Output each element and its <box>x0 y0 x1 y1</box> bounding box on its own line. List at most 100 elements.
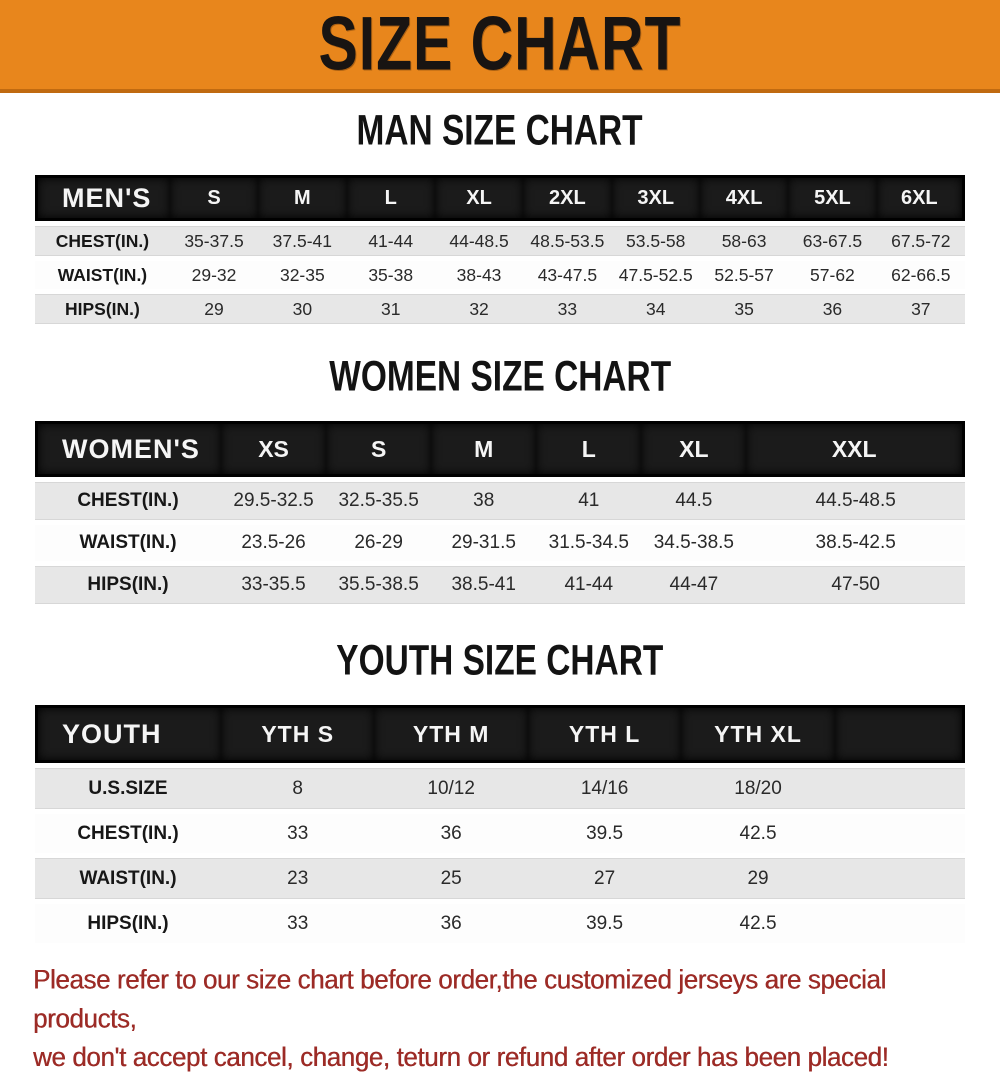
spacer-cell <box>834 768 965 809</box>
value-cell: 41-44 <box>536 566 642 604</box>
value-cell: 47-50 <box>746 566 965 604</box>
value-cell: 33-35.5 <box>221 566 327 604</box>
value-cell: 26-29 <box>326 525 432 561</box>
value-cell: 14/16 <box>527 768 682 809</box>
size-header-cell: YTH XL <box>681 705 835 763</box>
value-cell: 38.5-42.5 <box>746 525 965 561</box>
value-cell: 29-32 <box>169 261 259 289</box>
size-header-cell: YTH L <box>527 705 682 763</box>
value-cell: 32.5-35.5 <box>326 482 432 520</box>
measurement-row: HIPS(IN.) 29 30 31 32 33 34 35 36 37 <box>35 294 965 324</box>
value-cell: 37.5-41 <box>258 226 347 256</box>
size-chart-banner: SIZE CHART <box>0 0 1000 93</box>
spacer-cell <box>834 904 965 943</box>
value-cell: 36 <box>788 294 877 324</box>
value-cell: 67.5-72 <box>876 226 965 256</box>
value-cell: 30 <box>258 294 347 324</box>
value-cell: 32 <box>434 294 524 324</box>
size-header-cell: 3XL <box>611 175 700 221</box>
size-header-cell: XL <box>641 421 747 477</box>
size-header-cell: 2XL <box>523 175 612 221</box>
women-size-table: WOMEN'S XS S M L XL XXL CHEST(IN.) 29.5-32.5 32.5… <box>35 416 965 609</box>
size-header-row: MEN'S S M L XL 2XL 3XL 4XL 5XL 6XL <box>35 175 965 221</box>
order-note: Please refer to our size chart before or… <box>33 960 964 1076</box>
row-label-cell: HIPS(IN.) <box>35 904 221 943</box>
measurement-row: WAIST(IN.) 23.5-26 26-29 29-31.5 31.5-34.5 34… <box>35 525 965 561</box>
value-cell: 37 <box>876 294 965 324</box>
row-label-cell: WAIST(IN.) <box>35 525 221 561</box>
value-cell: 32-35 <box>258 261 347 289</box>
measurement-row: CHEST(IN.) 29.5-32.5 32.5-35.5 38 41 44.5 44.5… <box>35 482 965 520</box>
value-cell: 29-31.5 <box>431 525 537 561</box>
measurement-row: HIPS(IN.) 33 36 39.5 42.5 <box>35 904 965 943</box>
measurement-row: WAIST(IN.) 29-32 32-35 35-38 38-43 43-47.5 47.… <box>35 261 965 289</box>
row-label-cell: WAIST(IN.) <box>35 261 170 289</box>
row-label-cell: HIPS(IN.) <box>35 294 170 324</box>
value-cell: 41-44 <box>346 226 435 256</box>
value-cell: 63-67.5 <box>788 226 877 256</box>
value-cell: 47.5-52.5 <box>611 261 700 289</box>
size-header-row: WOMEN'S XS S M L XL XXL <box>35 421 965 477</box>
value-cell: 43-47.5 <box>523 261 612 289</box>
value-cell: 52.5-57 <box>699 261 789 289</box>
size-header-cell: M <box>258 175 347 221</box>
row-label-cell: WAIST(IN.) <box>35 858 221 899</box>
row-label-cell: HIPS(IN.) <box>35 566 221 604</box>
size-header-cell: L <box>346 175 435 221</box>
size-header-cell: YTH S <box>221 705 375 763</box>
value-cell: 34 <box>611 294 700 324</box>
value-cell: 44-47 <box>641 566 747 604</box>
row-label-cell: U.S.SIZE <box>35 768 221 809</box>
size-header-cell: XL <box>434 175 524 221</box>
youth-section-heading-text: YOUTH SIZE CHART <box>336 637 664 685</box>
row-label-cell: CHEST(IN.) <box>35 482 221 520</box>
value-cell: 44-48.5 <box>434 226 524 256</box>
value-cell: 58-63 <box>699 226 789 256</box>
value-cell: 27 <box>527 858 682 899</box>
order-note-line-1: Please refer to our size chart before or… <box>33 964 886 1034</box>
measurement-row: CHEST(IN.) 35-37.5 37.5-41 41-44 44-48.5 48.5… <box>35 226 965 256</box>
value-cell: 53.5-58 <box>611 226 700 256</box>
value-cell: 18/20 <box>681 768 835 809</box>
order-note-line-2: we don't accept cancel, change, teturn o… <box>33 1041 889 1073</box>
size-header-cell: YTH M <box>374 705 528 763</box>
value-cell: 41 <box>536 482 642 520</box>
value-cell: 42.5 <box>681 904 835 943</box>
table-title-cell: WOMEN'S <box>35 421 221 477</box>
value-cell: 31 <box>346 294 435 324</box>
youth-size-table: YOUTH YTH S YTH M YTH L YTH XL U.S.SIZE 8 10/12… <box>35 700 965 948</box>
value-cell: 33 <box>221 904 375 943</box>
value-cell: 8 <box>221 768 375 809</box>
value-cell: 36 <box>374 814 528 853</box>
value-cell: 29 <box>681 858 835 899</box>
men-section-heading: MAN SIZE CHART <box>0 107 1000 154</box>
size-header-cell: S <box>326 421 432 477</box>
measurement-row: WAIST(IN.) 23 25 27 29 <box>35 858 965 899</box>
value-cell: 35.5-38.5 <box>326 566 432 604</box>
value-cell: 33 <box>221 814 375 853</box>
row-label-cell: CHEST(IN.) <box>35 814 221 853</box>
size-header-cell: 6XL <box>876 175 965 221</box>
value-cell: 33 <box>523 294 612 324</box>
spacer-cell <box>834 858 965 899</box>
size-header-cell: L <box>536 421 642 477</box>
value-cell: 29 <box>169 294 259 324</box>
value-cell: 38 <box>431 482 537 520</box>
value-cell: 10/12 <box>374 768 528 809</box>
value-cell: 39.5 <box>527 904 682 943</box>
size-header-cell: M <box>431 421 537 477</box>
value-cell: 25 <box>374 858 528 899</box>
value-cell: 38.5-41 <box>431 566 537 604</box>
value-cell: 29.5-32.5 <box>221 482 327 520</box>
size-header-row: YOUTH YTH S YTH M YTH L YTH XL <box>35 705 965 763</box>
size-header-cell: XXL <box>746 421 965 477</box>
size-header-cell: S <box>169 175 259 221</box>
value-cell: 34.5-38.5 <box>641 525 747 561</box>
value-cell: 36 <box>374 904 528 943</box>
size-header-cell: XS <box>221 421 327 477</box>
value-cell: 35-38 <box>346 261 435 289</box>
measurement-row: U.S.SIZE 8 10/12 14/16 18/20 <box>35 768 965 809</box>
spacer-header-cell <box>834 705 965 763</box>
value-cell: 38-43 <box>434 261 524 289</box>
youth-section-heading: YOUTH SIZE CHART <box>0 637 1000 685</box>
